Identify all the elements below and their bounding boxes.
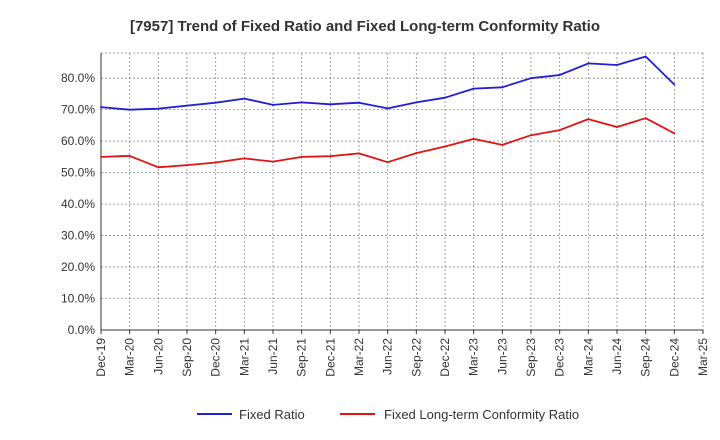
data-point-fixed-long-term-conformity-ratio — [243, 157, 246, 160]
data-point-fixed-long-term-conformity-ratio — [358, 152, 360, 155]
data-point-fixed-ratio — [587, 62, 590, 65]
data-point-fixed-ratio — [415, 101, 418, 104]
data-point-fixed-ratio — [300, 101, 303, 104]
data-point-fixed-long-term-conformity-ratio — [415, 152, 418, 154]
data-point-fixed-long-term-conformity-ratio — [100, 155, 102, 158]
x-tick-label: Dec-23 — [553, 338, 567, 377]
data-point-fixed-ratio — [616, 64, 618, 66]
x-tick-label: Dec-21 — [323, 338, 337, 377]
data-point-fixed-ratio — [673, 83, 676, 86]
data-point-fixed-ratio — [157, 107, 160, 110]
y-tick-label: 70.0% — [61, 103, 95, 117]
x-tick-label: Sep-24 — [639, 338, 653, 377]
data-point-fixed-ratio — [444, 96, 446, 99]
y-tick-label: 0.0% — [68, 323, 96, 337]
data-point-fixed-ratio — [243, 97, 246, 100]
data-point-fixed-long-term-conformity-ratio — [673, 132, 676, 135]
y-tick-label: 60.0% — [61, 134, 95, 148]
data-point-fixed-ratio — [358, 101, 360, 104]
data-point-fixed-ratio — [558, 74, 561, 76]
legend: Fixed Ratio Fixed Long-term Conformity R… — [197, 407, 579, 422]
x-tick-label: Dec-24 — [667, 338, 681, 377]
data-point-fixed-ratio — [472, 87, 475, 90]
x-tick-label: Dec-20 — [209, 338, 223, 377]
data-point-fixed-ratio — [386, 107, 389, 110]
data-point-fixed-long-term-conformity-ratio — [329, 155, 332, 158]
data-point-fixed-ratio — [329, 103, 332, 106]
data-point-fixed-ratio — [272, 104, 274, 106]
data-point-fixed-long-term-conformity-ratio — [558, 129, 561, 132]
data-point-fixed-long-term-conformity-ratio — [186, 164, 188, 166]
series-lines — [100, 55, 676, 169]
data-point-fixed-long-term-conformity-ratio — [128, 155, 131, 157]
data-point-fixed-ratio — [530, 77, 532, 80]
data-point-fixed-long-term-conformity-ratio — [272, 160, 274, 163]
x-tick-label: Mar-23 — [467, 338, 481, 376]
legend-label-fixed-ratio: Fixed Ratio — [239, 407, 305, 422]
y-tick-label: 80.0% — [61, 71, 95, 85]
data-point-fixed-ratio — [214, 101, 217, 104]
data-point-fixed-long-term-conformity-ratio — [587, 118, 590, 121]
y-tick-label: 30.0% — [61, 229, 95, 243]
x-tick-label: Jun-22 — [381, 338, 395, 375]
data-point-fixed-long-term-conformity-ratio — [644, 117, 647, 120]
x-tick-label: Mar-20 — [123, 338, 137, 376]
y-tick-label: 50.0% — [61, 166, 95, 180]
x-tick-label: Jun-20 — [151, 338, 165, 375]
data-point-fixed-ratio — [644, 55, 647, 58]
data-point-fixed-long-term-conformity-ratio — [300, 155, 303, 158]
y-tick-label: 20.0% — [61, 260, 95, 274]
data-point-fixed-long-term-conformity-ratio — [530, 134, 532, 137]
axes: 0.0% 10.0% 20.0% 30.0% 40.0% 50.0% 60.0% 70.0% 8… — [61, 53, 710, 377]
x-tick-label: Mar-25 — [696, 338, 710, 376]
data-point-fixed-ratio — [501, 86, 504, 89]
x-tick-label: Dec-19 — [94, 338, 108, 377]
x-tick-label: Sep-22 — [409, 338, 423, 377]
x-tick-label: Jun-24 — [610, 338, 624, 375]
data-point-fixed-long-term-conformity-ratio — [472, 138, 475, 140]
data-point-fixed-ratio — [128, 108, 131, 111]
x-tick-label: Jun-21 — [266, 338, 280, 375]
data-point-fixed-long-term-conformity-ratio — [501, 144, 504, 146]
chart-title: [7957] Trend of Fixed Ratio and Fixed Lo… — [130, 18, 600, 35]
data-point-fixed-long-term-conformity-ratio — [386, 161, 389, 164]
gridlines — [101, 52, 704, 330]
y-tick-label: 40.0% — [61, 197, 95, 211]
data-point-fixed-long-term-conformity-ratio — [444, 145, 446, 148]
x-tick-label: Dec-22 — [438, 338, 452, 377]
data-point-fixed-long-term-conformity-ratio — [616, 126, 618, 128]
x-tick-label: Sep-23 — [524, 338, 538, 377]
x-tick-label: Sep-21 — [295, 338, 309, 377]
x-tick-label: Jun-23 — [495, 338, 509, 375]
data-point-fixed-long-term-conformity-ratio — [157, 166, 160, 169]
x-tick-label: Sep-20 — [180, 338, 194, 377]
x-tick-label: Mar-22 — [352, 338, 366, 376]
data-point-fixed-ratio — [186, 104, 188, 107]
x-tick-label: Mar-21 — [237, 338, 251, 376]
x-tick-label: Mar-24 — [581, 338, 595, 376]
data-point-fixed-ratio — [100, 106, 102, 109]
y-tick-label: 10.0% — [61, 292, 95, 306]
data-point-fixed-long-term-conformity-ratio — [214, 161, 217, 164]
legend-label-fixed-long-term-conformity-ratio: Fixed Long-term Conformity Ratio — [384, 407, 579, 422]
